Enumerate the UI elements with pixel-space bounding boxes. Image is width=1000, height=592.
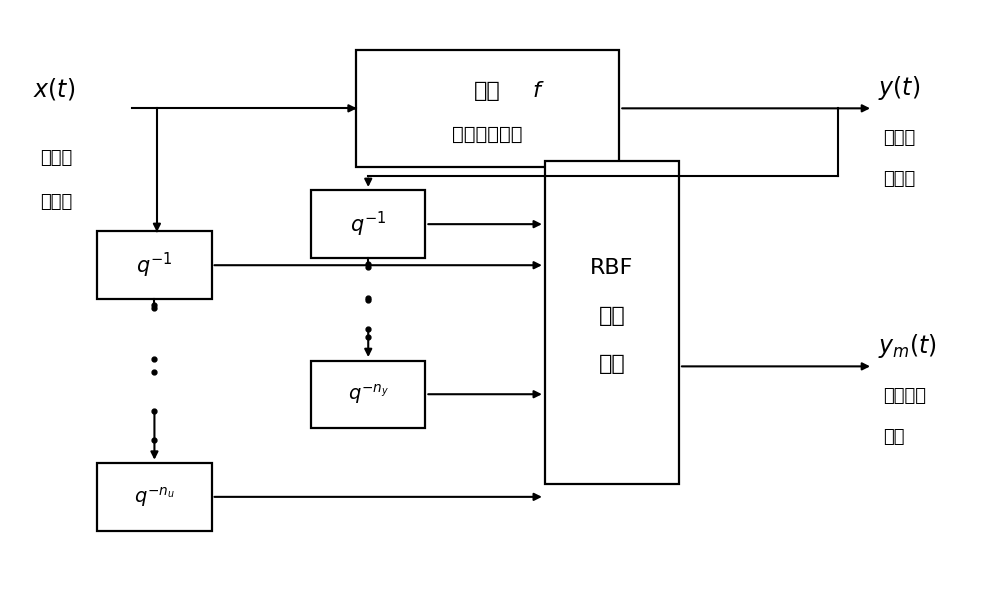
Text: 电机辨识: 电机辨识 xyxy=(883,387,926,405)
Text: $q^{-1}$: $q^{-1}$ xyxy=(350,210,386,239)
Text: 际转速: 际转速 xyxy=(883,170,915,188)
Bar xyxy=(311,191,425,258)
Text: （风电机组）: （风电机组） xyxy=(452,125,523,144)
Text: 对象: 对象 xyxy=(474,81,501,101)
Text: $q^{-n_u}$: $q^{-n_u}$ xyxy=(134,485,175,509)
Text: $q^{-n_y}$: $q^{-n_y}$ xyxy=(348,382,389,406)
Bar xyxy=(97,463,212,530)
Text: 电机实: 电机实 xyxy=(883,128,915,147)
Text: $f$: $f$ xyxy=(532,81,545,101)
Text: $y(t)$: $y(t)$ xyxy=(878,74,920,102)
Text: $y_m(t)$: $y_m(t)$ xyxy=(878,332,937,360)
Text: 神经: 神经 xyxy=(599,306,625,326)
Bar xyxy=(356,50,619,167)
Bar xyxy=(97,231,212,299)
Bar xyxy=(545,161,679,484)
Text: $x(t)$: $x(t)$ xyxy=(33,76,75,102)
Text: $q^{-1}$: $q^{-1}$ xyxy=(136,250,173,280)
Text: 转矩或: 转矩或 xyxy=(41,149,73,167)
Bar xyxy=(311,361,425,428)
Text: 转速: 转速 xyxy=(883,428,904,446)
Text: 桨距角: 桨距角 xyxy=(41,193,73,211)
Text: 网络: 网络 xyxy=(599,355,625,374)
Text: RBF: RBF xyxy=(590,258,634,278)
